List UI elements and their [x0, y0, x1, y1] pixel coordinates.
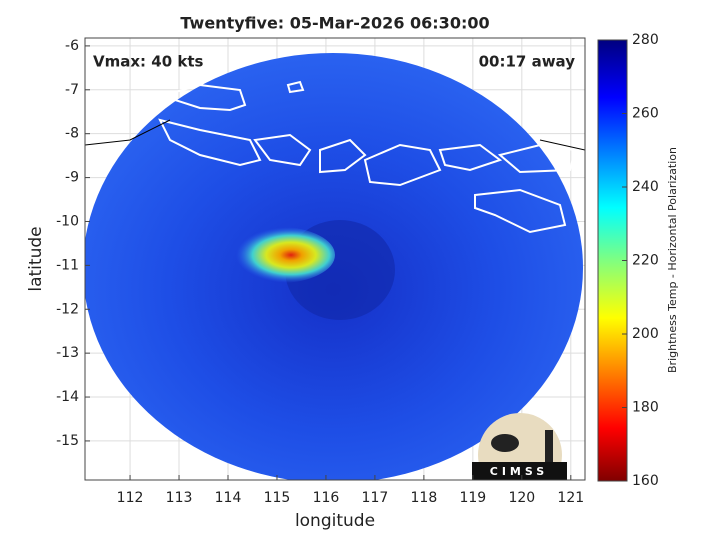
x-tick-label: 120 [508, 490, 535, 506]
y-tick-label: -12 [56, 301, 79, 317]
y-tick-label: -13 [56, 345, 79, 361]
x-axis-label: longitude [295, 511, 375, 531]
colorbar-tick-label: 220 [632, 253, 659, 269]
x-tick-label: 112 [117, 490, 144, 506]
colorbar-tick-label: 200 [632, 326, 659, 342]
logo-text: CIMSS [490, 465, 548, 478]
y-tick-label: -6 [65, 38, 79, 54]
x-tick-label: 116 [313, 490, 340, 506]
x-tick-label: 117 [362, 490, 389, 506]
x-tick-label: 118 [411, 490, 438, 506]
y-tick-label: -8 [65, 126, 79, 142]
y-tick-label: -10 [56, 213, 79, 229]
y-axis-label: latitude [26, 226, 46, 291]
x-tick-label: 121 [557, 490, 584, 506]
colorbar-tick-label: 280 [632, 32, 659, 48]
y-tick-label: -9 [65, 170, 79, 186]
x-tick-label: 114 [215, 490, 242, 506]
satellite-image: CIMSS [85, 53, 585, 480]
time-away-label: 00:17 away [479, 53, 576, 71]
colorbar-tick-label: 240 [632, 179, 659, 195]
coastlines [158, 80, 577, 234]
colorbar-tick-label: 180 [632, 400, 659, 416]
y-tick-label: -14 [56, 389, 79, 405]
colorbar-label: Brightness Temp - Horizontal Polarizatio… [666, 147, 679, 373]
x-tick-label: 113 [166, 490, 193, 506]
x-tick-label: 119 [459, 490, 486, 506]
border-line [85, 119, 171, 146]
title: Twentyfive: 05-Mar-2026 06:30:00 [180, 14, 489, 33]
convection [225, 227, 335, 283]
x-tick-label: 115 [264, 490, 291, 506]
y-tick-label: -15 [56, 433, 79, 449]
colorbar-tick-label: 160 [632, 473, 659, 489]
y-tick-label: -7 [65, 82, 79, 98]
colorbar-tick-label: 260 [632, 106, 659, 122]
plot-frame [84, 37, 586, 481]
logo: CIMSS [472, 413, 567, 480]
y-tick-label: -11 [56, 257, 79, 273]
border-line [539, 139, 585, 151]
vmax-label: Vmax: 40 kts [93, 53, 203, 71]
